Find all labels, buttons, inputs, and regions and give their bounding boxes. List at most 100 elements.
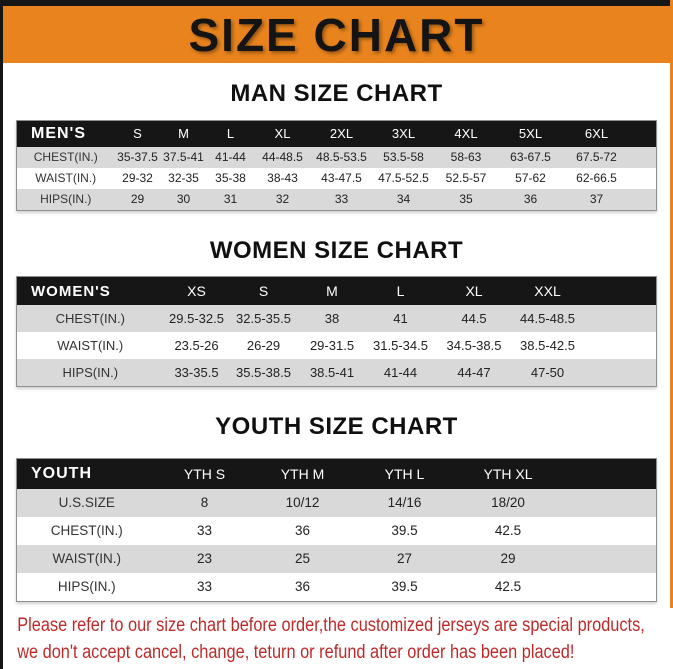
man-size-table: MEN'S S M L XL 2XL 3XL 4XL 5XL 6XL CHEST(IN.) 35-37… (16, 119, 657, 211)
size-column-header: XL (434, 276, 514, 306)
size-column-header: S (114, 120, 161, 147)
size-value-cell: 31 (223, 192, 238, 207)
size-value-cell: 52.5-57 (445, 171, 487, 186)
man-section-heading: MAN SIZE CHART (230, 80, 443, 107)
size-value-cell: 62-66.5 (576, 171, 617, 186)
filler-cell (630, 189, 657, 211)
size-value-cell: 36 (294, 579, 311, 595)
table-header-row: MEN'S S M L XL 2XL 3XL 4XL 5XL 6XL (16, 120, 657, 147)
youth-size-table: YOUTH YTH S YTH M YTH L YTH XL U.S.SIZE 8 10/12… (16, 457, 657, 602)
disclaimer-text: Please refer to our size chart before or… (0, 612, 645, 666)
size-value-cell: 35 (459, 192, 473, 207)
size-column-header: YTH XL (456, 458, 560, 489)
measurement-row: HIPS(IN.) 33 36 39.5 42.5 (16, 572, 657, 602)
size-value-cell: 33 (196, 579, 213, 595)
size-value-cell: 25 (294, 551, 311, 567)
size-value-cell: 14/16 (387, 495, 422, 511)
size-value-cell: 33-35.5 (174, 365, 219, 381)
size-value-cell: 32-35 (168, 171, 199, 186)
size-value-cell: 10/12 (285, 495, 320, 511)
size-value-cell: 36 (523, 192, 538, 207)
title-banner: SIZE CHART (0, 6, 673, 63)
size-value-cell: 47.5-52.5 (378, 171, 429, 186)
size-value-cell: 37 (589, 192, 604, 207)
measurement-row: U.S.SIZE 8 10/12 14/16 18/20 (16, 488, 657, 517)
size-column-header: 3XL (372, 120, 435, 147)
women-size-table: WOMEN'S XS S M L XL XXL CHEST(IN.) 29.5-32.5 32.5… (16, 276, 657, 388)
disclaimer-line-2: we don't accept cancel, change, teturn o… (17, 641, 575, 663)
size-value-cell: 38.5-42.5 (520, 338, 575, 354)
size-value-cell: 27 (396, 551, 413, 567)
size-value-cell: 38 (324, 311, 340, 327)
size-value-cell: 43-47.5 (321, 171, 362, 186)
size-value-cell: 39.5 (391, 523, 418, 539)
size-value-cell: 41 (393, 311, 408, 327)
filler-cell (630, 147, 657, 168)
size-column-header: M (297, 276, 367, 306)
size-value-cell: 31.5-34.5 (373, 338, 428, 354)
size-value-cell: 38-43 (267, 171, 298, 186)
size-value-cell: 35-38 (215, 171, 246, 186)
table-header-row: YOUTH YTH S YTH M YTH L YTH XL (16, 458, 657, 489)
table-corner-label: MEN'S (16, 120, 115, 147)
filler-cell (629, 120, 657, 147)
measurement-row: HIPS(IN.) 33-35.5 35.5-38.5 38.5-41 41-44 44-… (16, 359, 657, 387)
size-value-cell: 48.5-53.5 (316, 150, 367, 165)
size-value-cell: 34.5-38.5 (446, 338, 502, 354)
table-corner-label: WOMEN'S (16, 276, 164, 306)
size-column-header: 5XL (497, 120, 564, 147)
size-value-cell: 47-50 (530, 365, 565, 381)
size-value-cell: 58-63 (450, 150, 482, 165)
size-column-header: S (229, 276, 298, 306)
size-value-cell: 26-29 (246, 338, 281, 354)
size-column-header: 2XL (310, 120, 373, 147)
size-column-header: 6XL (563, 120, 630, 147)
filler-cell (560, 489, 657, 517)
row-label: U.S.SIZE (58, 495, 115, 511)
size-value-cell: 8 (200, 495, 209, 511)
size-value-cell: 67.5-72 (576, 150, 617, 165)
table-header-row: WOMEN'S XS S M L XL XXL (16, 276, 657, 306)
filler-cell (559, 458, 657, 489)
size-value-cell: 34 (396, 192, 411, 207)
size-value-cell: 41-44 (383, 365, 418, 381)
size-value-cell: 29-32 (122, 171, 153, 186)
row-label: WAIST(IN.) (35, 171, 97, 186)
measurement-row: CHEST(IN.) 35-37.5 37.5-41 41-44 44-48.5 48.5… (16, 146, 657, 168)
row-label: HIPS(IN.) (62, 365, 119, 381)
row-label: WAIST(IN.) (57, 338, 124, 354)
size-value-cell: 44.5 (461, 311, 487, 327)
page-title: SIZE CHART (188, 8, 485, 61)
measurement-row: WAIST(IN.) 29-32 32-35 35-38 38-43 43-47.5 47.… (16, 167, 657, 189)
size-value-cell: 35-37.5 (117, 150, 158, 165)
top-border-bar (0, 0, 673, 6)
size-value-cell: 29 (130, 192, 145, 207)
size-column-header: YTH L (352, 458, 457, 489)
filler-cell (560, 517, 657, 545)
size-column-header: L (206, 120, 255, 147)
size-value-cell: 42.5 (494, 579, 522, 595)
size-value-cell: 36 (294, 523, 311, 539)
measurement-row: WAIST(IN.) 23.5-26 26-29 29-31.5 31.5-34.5 34… (16, 332, 657, 360)
size-value-cell: 37.5-41 (163, 150, 204, 165)
size-value-cell: 63-67.5 (510, 150, 551, 165)
filler-cell (582, 332, 657, 359)
size-value-cell: 53.5-58 (383, 150, 424, 165)
disclaimer-line-1: Please refer to our size chart before or… (17, 614, 645, 636)
size-value-cell: 30 (176, 192, 191, 207)
size-value-cell: 42.5 (494, 523, 522, 539)
filler-cell (630, 168, 657, 189)
size-column-header: XXL (513, 276, 582, 306)
size-value-cell: 32 (275, 192, 290, 207)
filler-cell (560, 545, 657, 573)
measurement-row: CHEST(IN.) 29.5-32.5 32.5-35.5 38 41 44.5 44.5… (16, 305, 657, 333)
size-value-cell: 29.5-32.5 (169, 311, 224, 327)
table-corner-label: YOUTH (16, 458, 157, 489)
size-value-cell: 29 (500, 551, 516, 567)
size-value-cell: 44-47 (457, 365, 491, 381)
measurement-row: WAIST(IN.) 23 25 27 29 (16, 544, 657, 573)
row-label: HIPS(IN.) (57, 579, 116, 595)
size-value-cell: 57-62 (515, 171, 546, 186)
measurement-row: CHEST(IN.) 33 36 39.5 42.5 (16, 516, 657, 545)
right-border-line (670, 0, 673, 608)
